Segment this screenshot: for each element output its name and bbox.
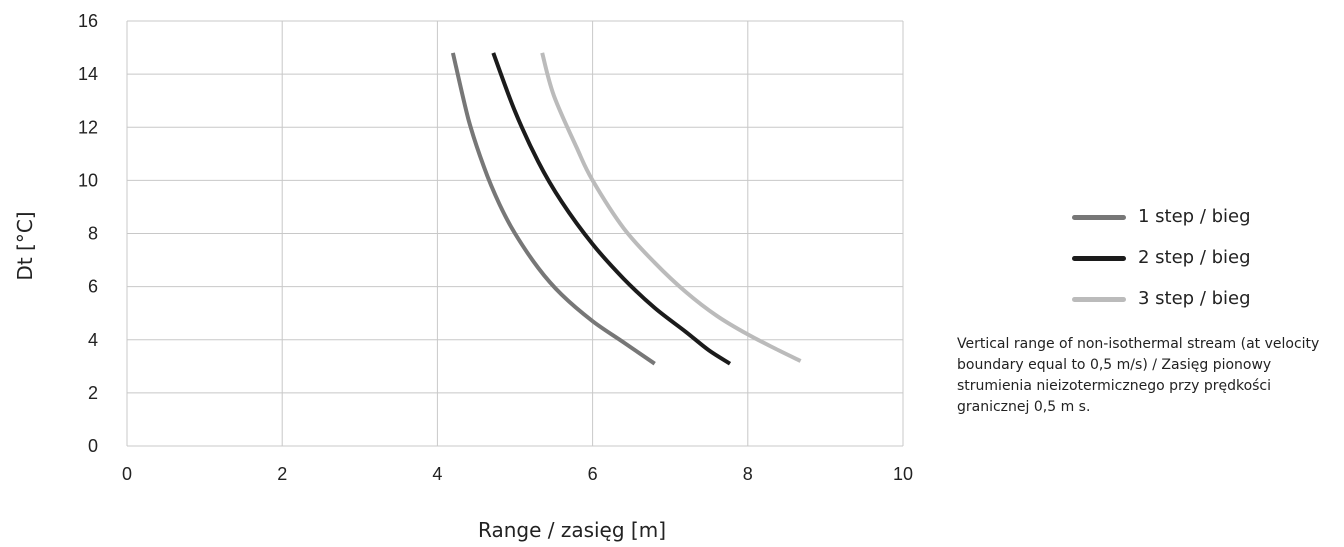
- x-tick-label: 8: [743, 464, 753, 484]
- x-tick-label: 10: [893, 464, 913, 484]
- legend-item-1: 1 step / bieg: [1072, 196, 1332, 237]
- y-tick-label: 12: [78, 117, 98, 137]
- y-tick-label: 14: [78, 64, 98, 84]
- legend-item-2: 2 step / bieg: [1072, 237, 1332, 278]
- series-lines: [450, 52, 802, 366]
- tick-labels: 0 2 4 6 8 10 12 14 16 0 2 4 6 8 10: [78, 11, 913, 484]
- y-tick-label: 6: [88, 277, 98, 297]
- chart-caption: Vertical range of non-isothermal stream …: [957, 336, 1320, 415]
- legend-label-1: 1 step / bieg: [1138, 206, 1251, 227]
- series-line-1: [450, 52, 656, 366]
- y-tick-label: 0: [88, 436, 98, 456]
- y-tick-label: 16: [78, 11, 98, 31]
- y-tick-label: 10: [78, 170, 98, 190]
- y-tick-label: 8: [88, 224, 98, 244]
- x-tick-label: 6: [588, 464, 598, 484]
- legend: 1 step / bieg 2 step / bieg 3 step / bie…: [1072, 196, 1332, 319]
- legend-label-2: 2 step / bieg: [1138, 247, 1251, 268]
- y-tick-label: 4: [88, 330, 98, 350]
- series-line-3: [540, 52, 802, 363]
- legend-label-3: 3 step / bieg: [1138, 288, 1251, 309]
- legend-item-3: 3 step / bieg: [1072, 278, 1332, 319]
- x-tick-label: 2: [277, 464, 287, 484]
- legend-swatch-1: [1072, 215, 1126, 220]
- x-tick-label: 0: [122, 464, 132, 484]
- y-tick-label: 2: [88, 383, 98, 403]
- x-axis-title: Range / zasięg [m]: [478, 518, 666, 542]
- legend-swatch-2: [1072, 256, 1126, 261]
- x-tick-label: 4: [432, 464, 442, 484]
- legend-swatch-3: [1072, 297, 1126, 302]
- series-line-2: [491, 52, 732, 366]
- y-axis-title: Dt [°C]: [13, 211, 37, 280]
